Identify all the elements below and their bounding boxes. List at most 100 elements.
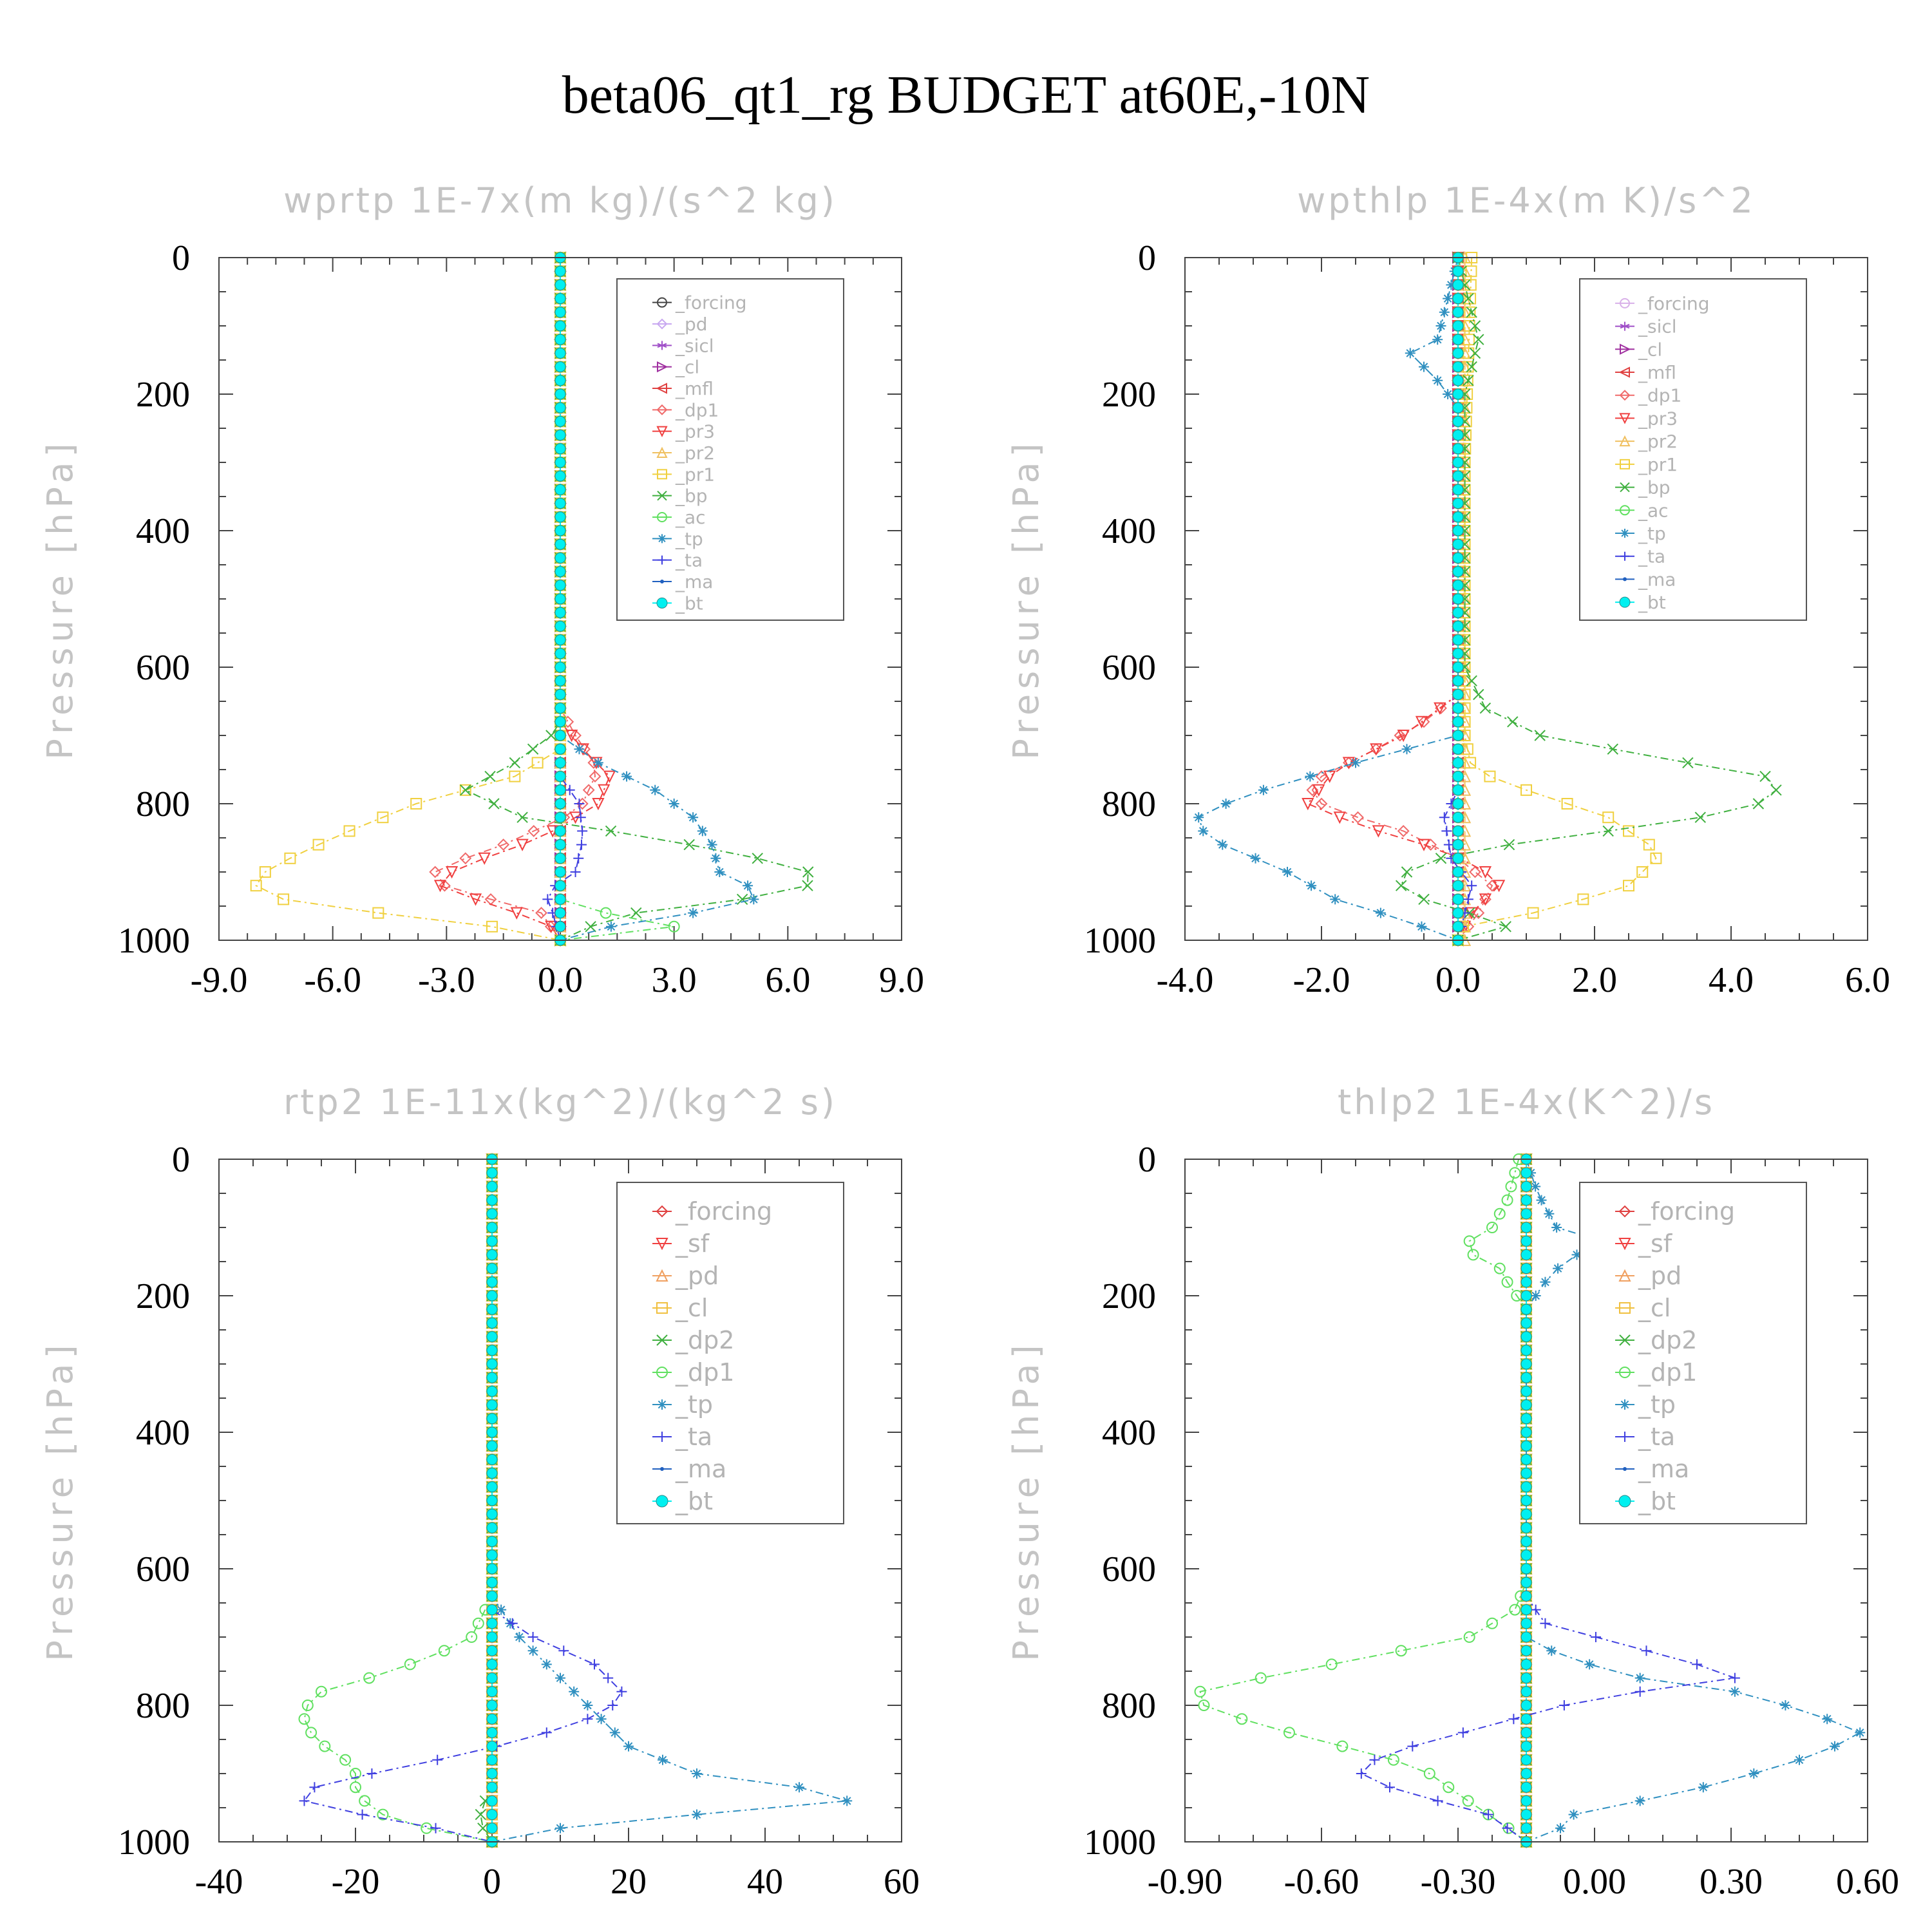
series-marker bbox=[1520, 1686, 1532, 1698]
series-marker bbox=[1748, 1768, 1759, 1779]
series-marker bbox=[1520, 1781, 1532, 1793]
series-marker bbox=[576, 839, 587, 850]
series-line bbox=[439, 258, 611, 941]
series-marker bbox=[1452, 648, 1464, 659]
x-tick-label: 3.0 bbox=[652, 960, 697, 1000]
y-tick-label: 0 bbox=[1138, 238, 1156, 278]
legend-marker bbox=[657, 297, 667, 308]
series-marker bbox=[554, 648, 566, 659]
series-marker bbox=[1520, 1167, 1532, 1179]
y-tick-label: 1000 bbox=[118, 921, 190, 961]
series-marker bbox=[554, 279, 566, 290]
series-marker bbox=[1439, 812, 1450, 823]
series-line bbox=[255, 258, 561, 941]
series-marker bbox=[574, 799, 585, 809]
legend-box bbox=[1579, 278, 1807, 621]
series-marker bbox=[486, 920, 498, 933]
series-marker bbox=[555, 1823, 565, 1833]
series-marker bbox=[486, 1645, 498, 1656]
series-marker bbox=[1418, 893, 1430, 905]
legend-marker bbox=[1618, 1205, 1631, 1218]
series-marker bbox=[1452, 634, 1464, 646]
series-marker bbox=[1520, 1426, 1532, 1438]
series-marker bbox=[1452, 511, 1464, 523]
series-marker bbox=[554, 511, 566, 523]
legend-marker bbox=[1620, 1399, 1630, 1410]
series-marker bbox=[592, 757, 603, 768]
series-marker bbox=[1452, 620, 1464, 632]
series-marker bbox=[1397, 730, 1410, 743]
series-marker bbox=[1419, 361, 1429, 372]
series-marker bbox=[1520, 1180, 1532, 1192]
y-tick-label: 200 bbox=[136, 375, 190, 415]
legend-item: _bp bbox=[652, 486, 708, 507]
series-marker bbox=[554, 375, 566, 386]
series-marker bbox=[598, 784, 611, 797]
legend-item: _sf bbox=[652, 1229, 710, 1258]
series-marker bbox=[486, 1508, 498, 1520]
series-marker bbox=[1520, 1358, 1532, 1370]
series-marker bbox=[1607, 743, 1618, 755]
series-marker bbox=[486, 1235, 498, 1247]
x-tick-label: -6.0 bbox=[304, 960, 361, 1000]
series-marker bbox=[1469, 320, 1481, 332]
series-marker bbox=[577, 826, 588, 837]
series-marker bbox=[1452, 443, 1464, 455]
series-marker bbox=[1255, 1672, 1267, 1684]
legend-label: _bt bbox=[1638, 592, 1666, 613]
series-marker bbox=[1435, 853, 1447, 864]
series-marker bbox=[1452, 703, 1464, 714]
series-marker bbox=[372, 907, 384, 919]
legend-item: _forcing bbox=[1615, 293, 1710, 314]
series-marker bbox=[710, 853, 721, 864]
legend-label: _sicl bbox=[675, 335, 714, 356]
series-marker bbox=[1452, 757, 1464, 768]
series-marker bbox=[1452, 607, 1464, 618]
series-marker bbox=[1452, 798, 1464, 810]
legend-item: _dp1 bbox=[652, 399, 719, 421]
series-marker bbox=[554, 771, 566, 782]
legend-label: _ma bbox=[1638, 1455, 1689, 1483]
series-marker bbox=[1401, 744, 1412, 755]
legend-marker bbox=[657, 361, 668, 373]
series-dp1 bbox=[429, 251, 601, 947]
legend-label: _dp1 bbox=[1638, 385, 1681, 406]
legend-item: _ma bbox=[1615, 1455, 1689, 1483]
series-marker bbox=[486, 1290, 498, 1302]
legend-marker bbox=[1620, 482, 1630, 493]
series-marker bbox=[794, 1782, 804, 1793]
series-marker bbox=[1623, 825, 1634, 837]
series-marker bbox=[475, 1808, 487, 1821]
series-bt bbox=[1452, 252, 1464, 946]
series-marker bbox=[1520, 1263, 1532, 1274]
series-marker bbox=[460, 784, 471, 796]
x-tick-label: -9.0 bbox=[191, 960, 248, 1000]
series-marker bbox=[339, 1754, 352, 1766]
legend-marker bbox=[1623, 1467, 1627, 1471]
y-tick-label: 0 bbox=[172, 238, 190, 278]
series-marker bbox=[250, 880, 262, 892]
series-marker bbox=[1520, 1645, 1532, 1656]
series-marker bbox=[357, 1809, 368, 1820]
y-tick-label: 1000 bbox=[118, 1823, 190, 1862]
series-marker bbox=[1530, 1181, 1541, 1192]
series-marker bbox=[486, 1741, 498, 1752]
series-line bbox=[1197, 257, 1459, 941]
series-marker bbox=[486, 1454, 498, 1465]
series-marker bbox=[1463, 1631, 1475, 1643]
series-marker bbox=[1544, 1208, 1555, 1219]
series-marker bbox=[1822, 1714, 1833, 1725]
series-marker bbox=[1401, 866, 1413, 878]
series-marker bbox=[1452, 265, 1464, 277]
series-marker bbox=[589, 1659, 600, 1670]
series-marker bbox=[603, 1672, 614, 1683]
y-axis-label: Pressure [hPa] bbox=[1006, 1340, 1046, 1661]
series-marker bbox=[668, 799, 679, 809]
y-axis-label: Pressure [hPa] bbox=[1006, 438, 1046, 759]
legend-item: _pr2 bbox=[1615, 431, 1678, 452]
series-marker bbox=[1520, 1454, 1532, 1465]
series-marker bbox=[554, 675, 566, 687]
series-marker bbox=[472, 1617, 484, 1629]
series-marker bbox=[1493, 1262, 1506, 1274]
